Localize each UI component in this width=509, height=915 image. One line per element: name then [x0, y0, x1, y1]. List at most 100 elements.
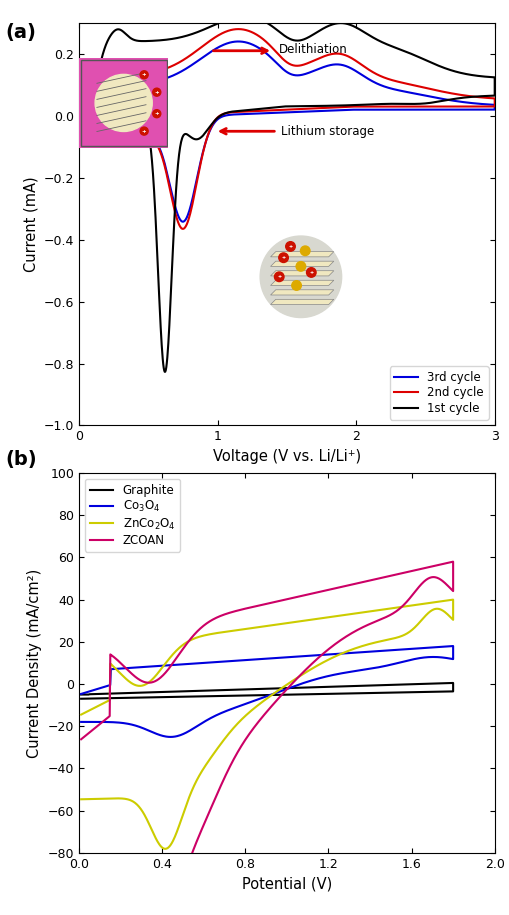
Text: +: + — [142, 72, 146, 77]
Text: +: + — [288, 244, 292, 249]
Graphite — [124, 687, 130, 698]
ZCOAN — [78, 734, 84, 745]
Circle shape — [83, 63, 163, 143]
Polygon shape — [270, 290, 333, 295]
Circle shape — [274, 272, 284, 282]
ZnCo$_2$O$_4$ — [449, 594, 456, 605]
3rd cycle — [453, 96, 459, 107]
ZCOAN — [204, 812, 210, 823]
Legend: Graphite, Co$_3$O$_4$, ZnCo$_2$O$_4$, ZCOAN: Graphite, Co$_3$O$_4$, ZnCo$_2$O$_4$, ZC… — [85, 479, 180, 552]
Line: 2nd cycle: 2nd cycle — [86, 29, 494, 229]
Text: +: + — [276, 274, 281, 279]
Line: Co$_3$O$_4$: Co$_3$O$_4$ — [81, 646, 453, 737]
3rd cycle — [481, 104, 487, 115]
Polygon shape — [270, 271, 333, 276]
2nd cycle — [83, 113, 89, 124]
Text: Delithiation: Delithiation — [278, 43, 347, 56]
Circle shape — [285, 242, 295, 252]
Legend: 3rd cycle, 2nd cycle, 1st cycle: 3rd cycle, 2nd cycle, 1st cycle — [389, 366, 488, 420]
ZnCo$_2$O$_4$ — [430, 597, 436, 608]
Co$_3$O$_4$ — [78, 688, 84, 699]
Line: ZnCo$_2$O$_4$: ZnCo$_2$O$_4$ — [81, 599, 453, 849]
2nd cycle — [336, 102, 342, 113]
1st cycle — [83, 84, 89, 95]
2nd cycle — [481, 101, 487, 112]
Circle shape — [300, 246, 309, 255]
1st cycle — [242, 11, 248, 22]
Graphite — [347, 688, 353, 699]
ZCOAN — [414, 565, 420, 576]
FancyBboxPatch shape — [76, 56, 171, 150]
Line: ZCOAN: ZCOAN — [81, 562, 453, 915]
Co$_3$O$_4$ — [406, 654, 412, 665]
Text: +: + — [154, 112, 159, 116]
Co$_3$O$_4$ — [449, 640, 456, 651]
1st cycle — [161, 366, 167, 377]
Polygon shape — [270, 261, 333, 266]
Graphite — [78, 694, 84, 705]
3rd cycle — [336, 104, 342, 115]
ZCOAN — [329, 640, 335, 651]
Line: Graphite: Graphite — [81, 683, 453, 699]
Graphite — [369, 687, 375, 698]
Co$_3$O$_4$ — [227, 656, 233, 667]
Co$_3$O$_4$ — [154, 728, 160, 739]
X-axis label: Voltage (V vs. Li/Li⁺): Voltage (V vs. Li/Li⁺) — [212, 449, 360, 464]
1st cycle — [98, 54, 104, 65]
1st cycle — [83, 119, 89, 130]
Text: +: + — [142, 129, 146, 134]
X-axis label: Potential (V): Potential (V) — [241, 877, 331, 891]
Polygon shape — [270, 252, 333, 257]
1st cycle — [453, 66, 459, 77]
ZnCo$_2$O$_4$ — [177, 816, 183, 827]
3rd cycle — [83, 114, 89, 125]
Co$_3$O$_4$ — [379, 661, 385, 672]
3rd cycle — [134, 120, 140, 131]
Polygon shape — [270, 299, 333, 305]
3rd cycle — [179, 216, 185, 227]
ZCOAN — [78, 871, 84, 882]
ZCOAN — [449, 556, 456, 567]
ZnCo$_2$O$_4$ — [414, 599, 420, 610]
Co$_3$O$_4$ — [167, 731, 173, 742]
Text: +: + — [281, 255, 285, 260]
ZnCo$_2$O$_4$ — [78, 709, 84, 720]
Graphite — [257, 690, 263, 701]
Text: (a): (a) — [5, 23, 36, 42]
1st cycle — [134, 114, 140, 125]
ZnCo$_2$O$_4$ — [329, 652, 335, 663]
ZnCo$_2$O$_4$ — [401, 630, 407, 640]
Text: (b): (b) — [5, 450, 37, 469]
2nd cycle — [235, 24, 241, 35]
Y-axis label: Current (mA): Current (mA) — [23, 177, 38, 272]
Circle shape — [153, 88, 160, 96]
Co$_3$O$_4$ — [240, 655, 246, 666]
2nd cycle — [453, 89, 459, 100]
3rd cycle — [83, 103, 89, 114]
Graphite — [389, 687, 395, 698]
Circle shape — [95, 74, 152, 132]
Polygon shape — [270, 280, 333, 285]
Graphite — [78, 689, 84, 700]
Text: Lithium storage: Lithium storage — [281, 124, 374, 138]
ZnCo$_2$O$_4$ — [204, 758, 210, 769]
Circle shape — [278, 253, 288, 263]
ZCOAN — [177, 882, 183, 893]
2nd cycle — [229, 24, 235, 35]
2nd cycle — [179, 223, 185, 234]
Circle shape — [291, 281, 301, 290]
Co$_3$O$_4$ — [78, 716, 84, 727]
3rd cycle — [98, 90, 104, 101]
Line: 1st cycle: 1st cycle — [86, 16, 494, 371]
Circle shape — [296, 262, 305, 271]
3rd cycle — [235, 36, 241, 47]
1st cycle — [336, 100, 342, 111]
ZnCo$_2$O$_4$ — [161, 844, 167, 855]
ZCOAN — [401, 598, 407, 609]
Text: +: + — [308, 270, 313, 274]
Graphite — [449, 677, 456, 688]
2nd cycle — [98, 82, 104, 93]
2nd cycle — [83, 100, 89, 111]
Line: 3rd cycle: 3rd cycle — [86, 41, 494, 221]
Circle shape — [306, 268, 316, 277]
